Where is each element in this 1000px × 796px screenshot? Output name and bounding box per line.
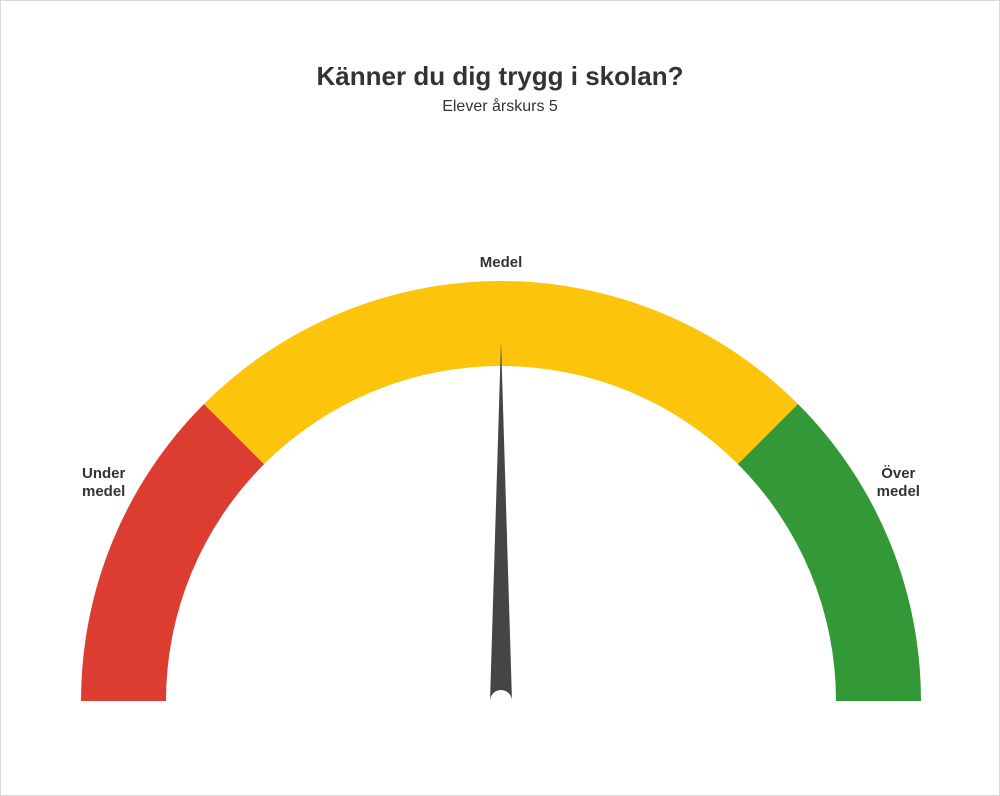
gauge-label-top: Medel <box>480 254 523 271</box>
gauge-segment-2 <box>738 404 921 701</box>
chart-frame: Känner du dig trygg i skolan? Elever års… <box>0 0 1000 796</box>
gauge-label-right-2: medel <box>877 483 920 500</box>
chart-title: Känner du dig trygg i skolan? <box>1 61 999 92</box>
chart-subtitle: Elever årskurs 5 <box>1 98 999 116</box>
gauge-label-left-2: medel <box>82 483 125 500</box>
gauge-needle <box>490 341 512 701</box>
gauge-chart: MedelUndermedelÖvermedel <box>1 161 1000 781</box>
gauge-label-left-1: Under <box>82 465 126 482</box>
chart-titles: Känner du dig trygg i skolan? Elever års… <box>1 61 999 116</box>
gauge-label-right-1: Över <box>881 465 915 482</box>
gauge-segment-0 <box>81 404 264 701</box>
gauge-container: MedelUndermedelÖvermedel <box>1 161 999 781</box>
